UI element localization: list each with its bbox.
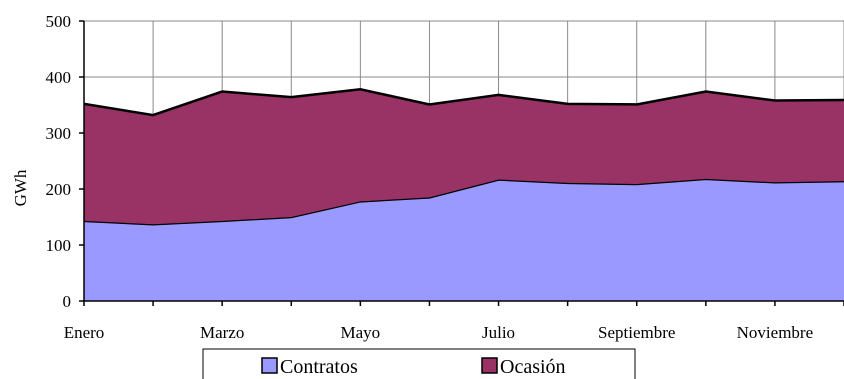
y-tick-label: 400 [46,68,72,87]
y-tick-label: 200 [46,180,72,199]
x-tick-labels: Enero Marzo Mayo Julio Septiembre Noviembre [64,301,844,342]
y-tick-label: 0 [63,292,72,311]
y-tick-label: 100 [46,236,72,255]
legend-swatch-ocasion [481,357,498,374]
x-tick-label: Mayo [341,323,381,342]
y-axis-label: GWh [11,169,30,206]
legend-label-contratos: Contratos [280,356,358,378]
x-tick-label: Julio [482,323,515,342]
areas-layer [83,88,844,301]
x-tick-label: Enero [64,323,105,342]
legend: Contratos Ocasión [202,348,636,379]
x-tick-label: Septiembre [598,323,675,342]
x-tick-label: Noviembre [737,323,813,342]
legend-swatch-contratos [261,357,278,374]
y-tick-label: 500 [46,12,72,31]
area-edge-contratos [83,177,844,226]
y-tick-labels: 0 100 200 300 400 500 [46,12,84,311]
legend-label-ocasion: Ocasión [500,356,566,378]
area-contratos [84,178,844,301]
area-ocasion [84,89,844,225]
x-tick-label: Marzo [200,323,244,342]
axes [83,21,844,302]
y-tick-label: 300 [46,124,72,143]
area-edge-ocasion [83,88,844,117]
